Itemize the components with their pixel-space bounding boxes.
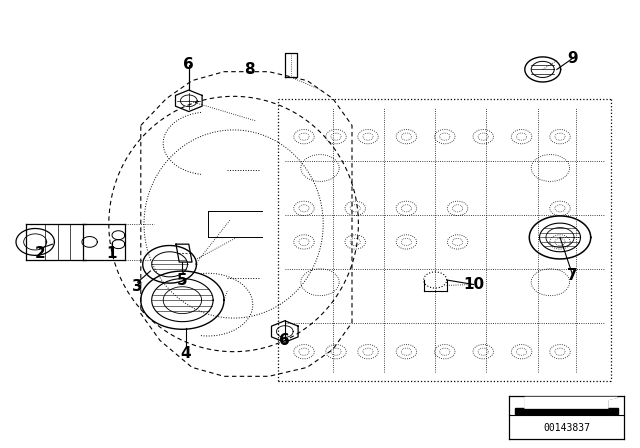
Text: 2: 2 — [35, 246, 45, 261]
Text: 4: 4 — [180, 346, 191, 362]
Text: 3: 3 — [132, 279, 143, 294]
Text: 6: 6 — [184, 57, 194, 73]
Polygon shape — [525, 397, 618, 408]
Text: 7: 7 — [568, 268, 578, 283]
Text: 6: 6 — [280, 333, 290, 348]
Text: 9: 9 — [568, 51, 578, 66]
Text: 8: 8 — [244, 62, 255, 77]
Polygon shape — [515, 408, 618, 414]
Text: 00143837: 00143837 — [543, 423, 590, 433]
Text: 5: 5 — [177, 272, 188, 288]
Text: 1: 1 — [107, 246, 117, 261]
Text: 10: 10 — [463, 277, 484, 292]
